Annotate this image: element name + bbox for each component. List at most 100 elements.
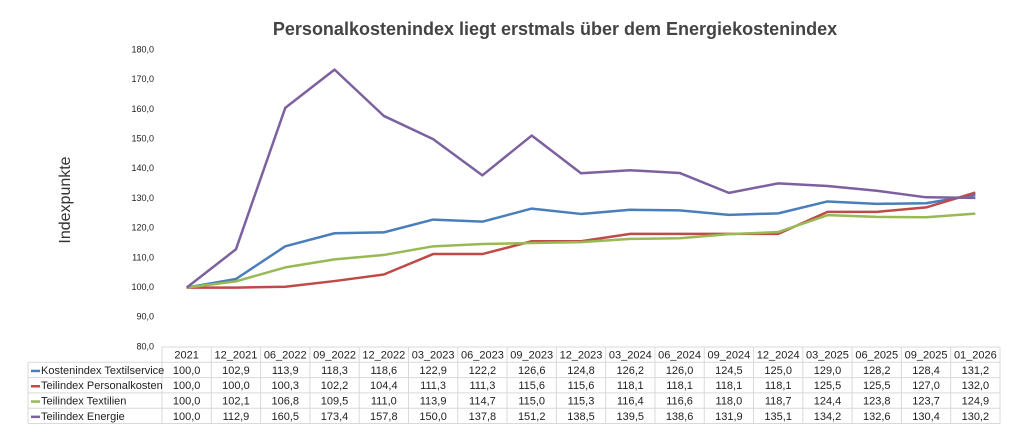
table-value: 173,4 <box>321 411 349 423</box>
table-value: 113,9 <box>420 395 447 407</box>
table-value: 118,6 <box>370 365 397 377</box>
table-value: 128,4 <box>912 365 940 377</box>
table-value: 139,5 <box>617 411 645 423</box>
chart-title: Personalkostenindex liegt erstmals über … <box>273 19 837 39</box>
y-tick-label: 170,0 <box>131 74 154 84</box>
table-value: 124,4 <box>814 395 842 407</box>
table-value: 118,1 <box>765 380 792 392</box>
table-value: 118,1 <box>716 380 743 392</box>
table-value: 111,0 <box>371 395 397 407</box>
table-value: 118,0 <box>716 395 743 407</box>
x-tick-label: 06_2025 <box>855 350 898 362</box>
table-value: 132,0 <box>962 380 990 392</box>
x-tick-label: 09_2025 <box>905 350 948 362</box>
x-tick-label: 03_2025 <box>806 350 849 362</box>
legend-label: Teilindex Energie <box>41 411 125 423</box>
table-value: 116,6 <box>666 395 693 407</box>
table-value: 115,0 <box>518 395 545 407</box>
table-value: 100,0 <box>173 411 201 423</box>
x-tick-label: 01_2026 <box>954 350 997 362</box>
y-tick-label: 120,0 <box>131 223 154 233</box>
x-tick-label: 12_2024 <box>757 350 800 362</box>
table-value: 131,2 <box>962 365 990 377</box>
y-tick-label: 150,0 <box>131 133 154 143</box>
table-value: 138,6 <box>666 411 694 423</box>
table-value: 125,5 <box>863 380 891 392</box>
table-value: 129,0 <box>814 365 842 377</box>
table-value: 118,3 <box>321 365 348 377</box>
table-value: 125,0 <box>764 365 792 377</box>
table-value: 106,8 <box>271 395 299 407</box>
table-value: 150,0 <box>419 411 447 423</box>
table-value: 123,8 <box>863 395 891 407</box>
table-value: 104,4 <box>370 380 398 392</box>
y-tick-label: 90,0 <box>136 312 154 322</box>
series-line <box>185 68 976 289</box>
table-value: 138,5 <box>567 411 595 423</box>
table-value: 125,5 <box>814 380 842 392</box>
table-value: 122,9 <box>419 365 447 377</box>
table-value: 100,0 <box>222 380 250 392</box>
table-value: 100,0 <box>173 365 201 377</box>
table-value: 130,2 <box>962 411 990 423</box>
table-value: 128,2 <box>863 365 891 377</box>
table-value: 130,4 <box>912 411 940 423</box>
table-value: 114,7 <box>469 395 496 407</box>
table-value: 160,5 <box>271 411 299 423</box>
x-tick-label: 12_2023 <box>560 350 603 362</box>
table-value: 123,7 <box>912 395 940 407</box>
table-value: 126,6 <box>518 365 546 377</box>
y-tick-label: 160,0 <box>131 104 154 114</box>
y-axis-label: Indexpunkte <box>57 156 74 243</box>
table-value: 111,3 <box>420 380 446 392</box>
table-value: 131,9 <box>715 411 743 423</box>
y-tick-label: 180,0 <box>131 44 154 54</box>
table-value: 102,9 <box>222 365 250 377</box>
table-value: 116,4 <box>617 395 644 407</box>
x-tick-label: 09_2023 <box>510 350 553 362</box>
x-tick-label: 06_2022 <box>264 350 307 362</box>
table-value: 124,8 <box>567 365 595 377</box>
series-line <box>186 212 976 289</box>
table-value: 118,1 <box>666 380 693 392</box>
table-value: 132,6 <box>863 411 891 423</box>
x-tick-label: 09_2022 <box>313 350 356 362</box>
table-value: 157,8 <box>370 411 398 423</box>
x-tick-label: 09_2024 <box>707 350 750 362</box>
table-value: 118,7 <box>765 395 792 407</box>
table-value: 100,3 <box>271 380 299 392</box>
x-tick-label: 06_2023 <box>461 350 504 362</box>
y-tick-label: 80,0 <box>136 341 154 351</box>
table-value: 102,2 <box>321 380 349 392</box>
legend-label: Kostenindex Textilservice <box>41 365 164 377</box>
table-value: 124,9 <box>962 395 990 407</box>
table-value: 134,2 <box>814 411 842 423</box>
y-tick-label: 140,0 <box>131 163 154 173</box>
table-value: 102,1 <box>222 395 250 407</box>
x-tick-label: 12_2022 <box>362 350 405 362</box>
table-value: 113,9 <box>272 365 299 377</box>
table-value: 122,2 <box>469 365 497 377</box>
table-value: 126,0 <box>666 365 694 377</box>
table-value: 115,6 <box>518 380 545 392</box>
table-value: 127,0 <box>912 380 940 392</box>
x-tick-label: 12_2021 <box>215 350 258 362</box>
x-tick-label: 03_2024 <box>609 350 652 362</box>
table-value: 109,5 <box>321 395 349 407</box>
table-value: 126,2 <box>617 365 645 377</box>
table-value: 124,5 <box>715 365 743 377</box>
y-tick-label: 130,0 <box>131 193 154 203</box>
table-value: 135,1 <box>764 411 792 423</box>
table-value: 151,2 <box>518 411 546 423</box>
table-value: 111,3 <box>469 380 495 392</box>
y-tick-label: 110,0 <box>132 252 154 262</box>
x-tick-label: 03_2023 <box>412 350 455 362</box>
legend-label: Teilindex Personalkosten <box>41 380 163 392</box>
y-tick-label: 100,0 <box>131 282 154 292</box>
table-value: 112,9 <box>223 411 250 423</box>
table-value: 100,0 <box>173 380 201 392</box>
table-value: 115,6 <box>568 380 595 392</box>
table-value: 118,1 <box>617 380 644 392</box>
